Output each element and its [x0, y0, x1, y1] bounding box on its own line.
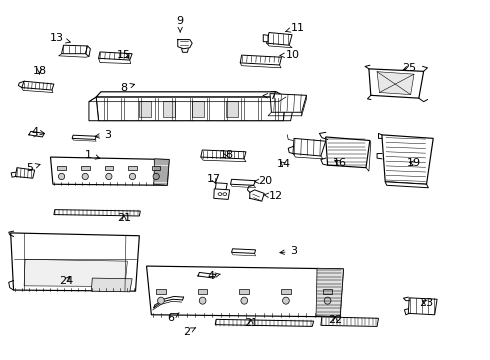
Ellipse shape	[223, 193, 227, 195]
Polygon shape	[215, 183, 227, 190]
Text: 19: 19	[407, 158, 421, 168]
Text: 12: 12	[264, 191, 283, 201]
Text: 16: 16	[333, 158, 347, 168]
Text: 22: 22	[328, 315, 343, 325]
Text: 18: 18	[32, 66, 47, 76]
Polygon shape	[214, 189, 230, 199]
Text: 21: 21	[244, 318, 258, 328]
Bar	[81, 166, 90, 171]
Text: 3: 3	[95, 130, 112, 140]
Text: 8: 8	[121, 82, 135, 93]
Polygon shape	[240, 55, 281, 65]
Polygon shape	[98, 52, 132, 60]
Text: 6: 6	[167, 313, 179, 323]
Polygon shape	[232, 249, 256, 253]
Text: 10: 10	[280, 50, 300, 60]
Polygon shape	[316, 268, 343, 317]
Text: 7: 7	[263, 91, 276, 101]
Text: 13: 13	[50, 33, 70, 43]
Bar	[281, 289, 291, 294]
Text: 21: 21	[117, 213, 131, 223]
Polygon shape	[86, 46, 90, 57]
Polygon shape	[154, 159, 169, 185]
Bar	[198, 289, 207, 294]
Text: 4: 4	[208, 271, 220, 281]
Text: 4: 4	[31, 127, 45, 137]
Bar	[152, 166, 161, 171]
Text: 20: 20	[255, 176, 272, 186]
Polygon shape	[91, 278, 132, 292]
Ellipse shape	[283, 297, 289, 304]
Ellipse shape	[324, 297, 331, 304]
Polygon shape	[231, 179, 256, 185]
Ellipse shape	[218, 193, 222, 195]
Text: 3: 3	[280, 246, 297, 256]
Bar	[57, 166, 66, 171]
Polygon shape	[385, 182, 428, 188]
Polygon shape	[321, 317, 378, 327]
Polygon shape	[226, 100, 238, 117]
Polygon shape	[382, 135, 433, 184]
Polygon shape	[54, 210, 140, 216]
Text: 5: 5	[26, 163, 40, 173]
Bar	[104, 166, 113, 171]
Text: 23: 23	[419, 298, 434, 308]
Ellipse shape	[241, 297, 247, 304]
Text: 11: 11	[285, 23, 305, 33]
Ellipse shape	[199, 297, 206, 304]
Ellipse shape	[153, 173, 159, 180]
Polygon shape	[24, 259, 127, 287]
Polygon shape	[283, 97, 295, 121]
Text: 25: 25	[402, 63, 416, 73]
Polygon shape	[267, 32, 292, 45]
Ellipse shape	[82, 173, 88, 180]
Polygon shape	[72, 135, 96, 139]
Polygon shape	[192, 100, 204, 117]
Text: 18: 18	[220, 150, 234, 159]
Polygon shape	[263, 35, 268, 42]
Bar	[156, 289, 166, 294]
Polygon shape	[215, 319, 314, 327]
Text: 17: 17	[207, 174, 221, 184]
Polygon shape	[62, 45, 88, 54]
Polygon shape	[96, 97, 286, 121]
Text: 15: 15	[117, 50, 131, 60]
Ellipse shape	[106, 173, 112, 180]
Polygon shape	[89, 97, 98, 121]
Polygon shape	[201, 150, 246, 159]
Ellipse shape	[129, 173, 136, 180]
Ellipse shape	[58, 173, 65, 180]
Polygon shape	[163, 100, 175, 117]
Text: 9: 9	[176, 16, 184, 32]
Polygon shape	[270, 94, 306, 112]
Polygon shape	[326, 137, 370, 168]
Polygon shape	[96, 92, 286, 97]
Polygon shape	[408, 298, 437, 315]
Polygon shape	[377, 72, 414, 95]
Polygon shape	[139, 100, 151, 117]
Bar	[128, 166, 137, 171]
Polygon shape	[293, 138, 326, 156]
Text: 2: 2	[183, 327, 196, 337]
Polygon shape	[22, 81, 54, 90]
Polygon shape	[50, 157, 169, 185]
Text: 24: 24	[59, 275, 74, 285]
Text: 14: 14	[276, 159, 291, 169]
Polygon shape	[369, 69, 424, 98]
Ellipse shape	[158, 297, 164, 304]
Text: 1: 1	[84, 150, 100, 159]
Polygon shape	[11, 233, 139, 291]
Bar	[240, 289, 249, 294]
Polygon shape	[16, 168, 35, 178]
Bar	[323, 289, 332, 294]
Polygon shape	[147, 266, 343, 317]
